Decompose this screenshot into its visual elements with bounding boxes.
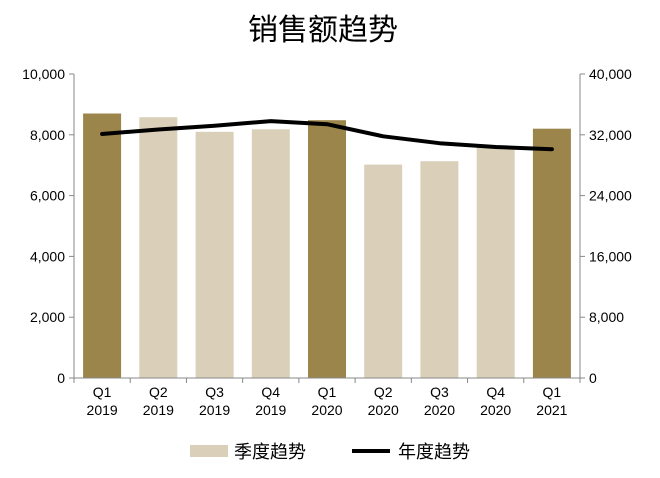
x-tick-label-quarter: Q1 xyxy=(543,384,562,400)
x-tick-label-quarter: Q3 xyxy=(205,384,224,400)
bar-q4-2019 xyxy=(251,129,290,378)
bar-q2-2019 xyxy=(139,117,178,378)
bar-q2-2020 xyxy=(364,164,403,378)
bar-q4-2020 xyxy=(476,147,515,378)
chart-title: 销售额趋势 xyxy=(248,13,398,48)
legend-label-quarterly: 季度趋势 xyxy=(234,442,306,463)
x-tick-label-year: 2020 xyxy=(480,402,511,418)
x-tick-label-quarter: Q4 xyxy=(261,384,280,400)
bar-q3-2020 xyxy=(420,161,459,378)
bar-q1-2021 xyxy=(532,128,571,378)
annual-trend-line xyxy=(100,119,554,152)
y-left-tick-label: 2,000 xyxy=(30,309,65,325)
y-left-tick-label: 0 xyxy=(57,370,65,386)
y-right-tick-label: 8,000 xyxy=(589,309,624,325)
x-tick-label-year: 2019 xyxy=(87,402,118,418)
y-left-tick-label: 6,000 xyxy=(30,188,65,204)
x-tick-label-year: 2021 xyxy=(536,402,567,418)
x-tick-label-year: 2019 xyxy=(199,402,230,418)
x-tick-label-year: 2020 xyxy=(368,402,399,418)
x-tick-label-year: 2019 xyxy=(255,402,286,418)
y-right-tick-label: 32,000 xyxy=(589,127,632,143)
bar-q3-2019 xyxy=(195,131,234,378)
x-tick-label-quarter: Q3 xyxy=(430,384,449,400)
x-tick-label-quarter: Q1 xyxy=(93,384,112,400)
legend-swatch-quarterly xyxy=(190,445,228,457)
bar-q1-2020 xyxy=(308,120,346,378)
y-left-tick-label: 10,000 xyxy=(22,66,65,82)
x-tick-label-year: 2020 xyxy=(311,402,342,418)
y-left-tick-label: 4,000 xyxy=(30,248,65,264)
x-tick-label-year: 2020 xyxy=(424,402,455,418)
y-right-tick-label: 0 xyxy=(589,370,597,386)
legend-label-annual: 年度趋势 xyxy=(398,442,470,463)
x-tick-label-quarter: Q4 xyxy=(486,384,505,400)
bar-q1-2019 xyxy=(83,113,122,378)
y-right-tick-label: 40,000 xyxy=(589,66,632,82)
y-right-tick-label: 16,000 xyxy=(589,248,632,264)
x-tick-label-year: 2019 xyxy=(143,402,174,418)
x-tick-label-quarter: Q2 xyxy=(374,384,393,400)
plot-area: 0 2,000 4,000 6,000 8,000 10,000 0 8,000 16,000 2… xyxy=(22,66,632,418)
x-tick-label-quarter: Q1 xyxy=(318,384,337,400)
x-tick-label-quarter: Q2 xyxy=(149,384,168,400)
legend: 季度趋势 年度趋势 xyxy=(190,442,470,463)
y-right-tick-label: 24,000 xyxy=(589,188,632,204)
y-left-tick-label: 8,000 xyxy=(30,127,65,143)
